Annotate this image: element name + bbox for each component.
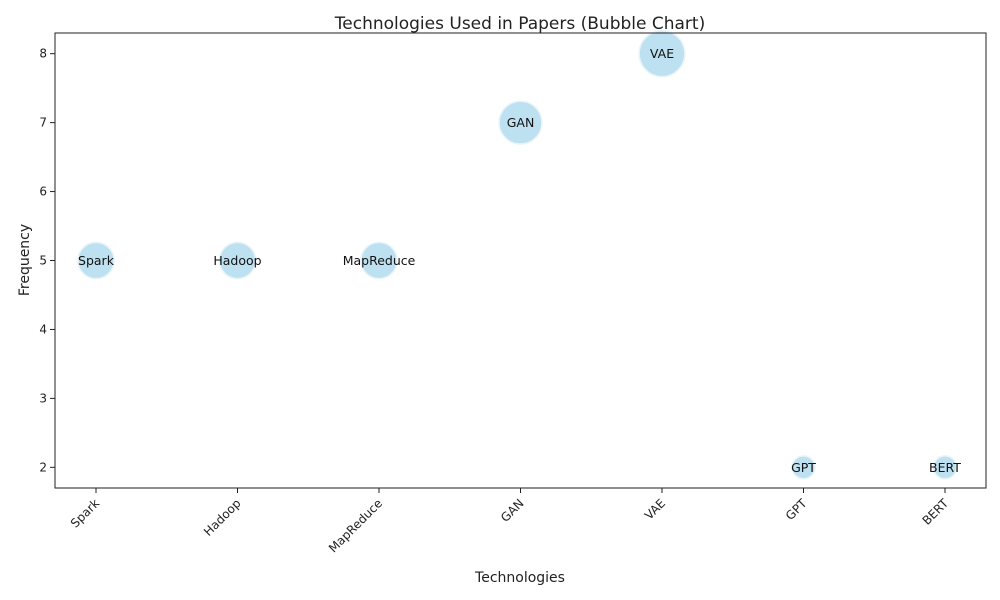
y-tick-label: 3	[39, 391, 47, 405]
bubble	[791, 455, 816, 480]
bubble-label: Hadoop	[213, 253, 261, 268]
y-tick-label: 6	[39, 185, 47, 199]
chart-title: Technologies Used in Papers (Bubble Char…	[334, 14, 705, 34]
x-tick-label: Hadoop	[201, 496, 244, 539]
x-axis-label: Technologies	[474, 570, 565, 586]
y-tick-label: 4	[39, 322, 47, 336]
x-tick-label: VAE	[642, 496, 668, 522]
bubble	[360, 241, 398, 280]
x-tick-label: MapReduce	[326, 496, 385, 555]
y-tick-label: 5	[39, 254, 47, 268]
bubble-label: MapReduce	[343, 253, 416, 268]
x-tick-label: BERT	[920, 496, 952, 528]
y-tick-label: 8	[39, 47, 47, 61]
axes-frame	[54, 32, 987, 489]
bubble	[498, 100, 543, 145]
bubble-label: BERT	[929, 460, 961, 475]
y-axis-label: Frequency	[17, 224, 33, 296]
y-axis: 2 3 4 5 6 7 8	[39, 47, 55, 474]
x-tick-label: GAN	[498, 496, 527, 525]
bubble	[77, 241, 115, 280]
y-tick-label: 7	[39, 116, 47, 130]
bubble-label: Spark	[78, 253, 115, 268]
bubble	[218, 241, 257, 280]
x-axis: Spark Hadoop MapReduce GAN VAE GPT BERT	[68, 488, 952, 555]
x-tick-label: GPT	[783, 496, 810, 523]
x-tick-label: Spark	[68, 496, 102, 530]
plot-area: Spark Hadoop MapReduce GAN VAE GPT BERT	[77, 30, 961, 480]
bubble	[932, 455, 958, 480]
bubble-label: VAE	[650, 46, 674, 61]
bubble-label: GAN	[507, 115, 535, 130]
bubble	[638, 30, 686, 78]
bubble-label: GPT	[791, 460, 816, 475]
y-tick-label: 2	[39, 460, 47, 474]
